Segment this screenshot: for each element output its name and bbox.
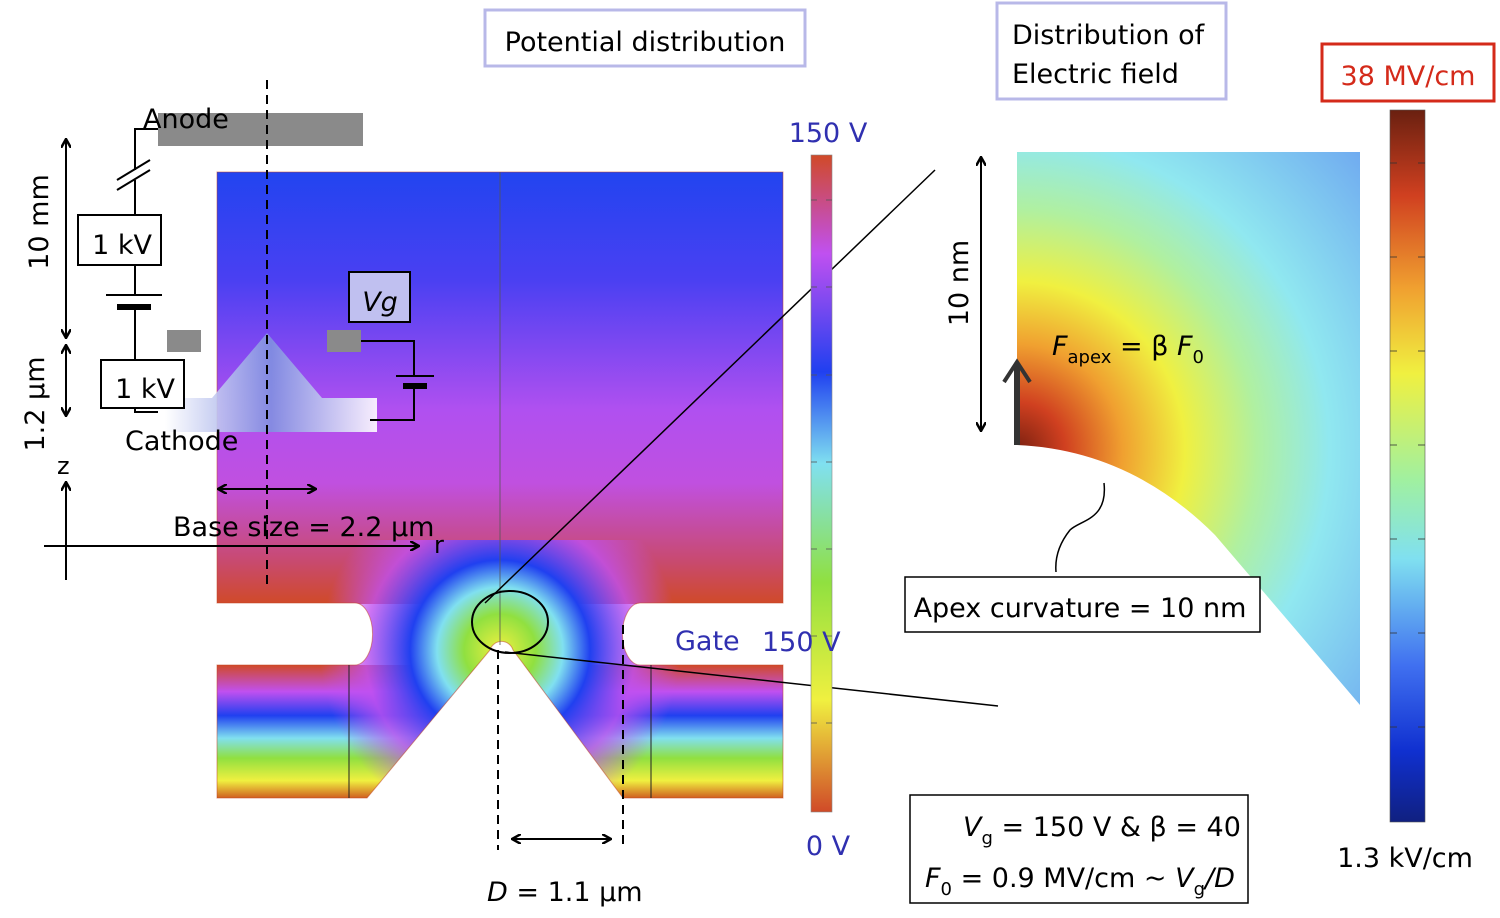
gate-voltage: 150 V <box>762 627 841 658</box>
cathode-label: Cathode <box>125 426 238 457</box>
source-1kv-top-label: 1 kV <box>92 230 152 261</box>
fapex-F: F <box>1052 331 1068 362</box>
dim-1-2um: 1.2 µm <box>20 356 51 451</box>
fapex-sub: apex <box>1068 347 1112 368</box>
potential-title: Potential distribution <box>505 27 786 58</box>
eq2-Vsub: g <box>1194 879 1205 900</box>
eq1-sub: g <box>981 828 992 849</box>
anode-label: Anode <box>143 104 229 135</box>
anode-electrode <box>158 113 363 146</box>
field-colorbar: 38 MV/cm 1.3 kV/cm <box>1320 42 1496 874</box>
source-1kv-bottom <box>100 359 185 409</box>
field-title-line1: Distribution of <box>1012 20 1206 51</box>
potential-colorbar-min: 0 V <box>806 831 851 862</box>
eq2-V: V <box>1175 863 1196 894</box>
apex-curvature-box <box>904 576 1261 633</box>
gate-electrode-left <box>167 330 201 352</box>
potential-plot <box>216 169 999 799</box>
fapex-F0-sub: 0 <box>1193 347 1204 368</box>
fapex-equation: Fapex = β F0 <box>1052 331 1204 368</box>
d-var: D <box>487 877 508 908</box>
eq2-end: /D <box>1203 863 1235 894</box>
cathode-tip <box>165 333 377 432</box>
source-1kv-top <box>77 214 162 266</box>
field-colorbar-max: 38 MV/cm <box>1341 61 1476 92</box>
gate-electrode-right <box>327 330 361 352</box>
equation-vg-beta: Vg = 150 V & β = 40 <box>963 812 1241 849</box>
gate-source-box <box>348 271 411 323</box>
eq1-V: V <box>963 812 984 843</box>
dim-10mm: 10 mm <box>24 174 55 270</box>
base-size-label: Base size = 2.2 µm <box>173 512 434 543</box>
equation-box <box>909 794 1249 904</box>
field-plot: 10 nm Fapex = β F0 <box>944 152 1360 705</box>
equation-f0: F0 = 0.9 MV/cm ~ Vg/D <box>925 863 1235 900</box>
fapex-eq: = β <box>1111 331 1177 362</box>
dim-10nm: 10 nm <box>944 240 975 326</box>
field-title-box <box>995 1 1228 101</box>
axis-r-label: r <box>434 531 444 559</box>
field-title-line2: Electric field <box>1012 59 1179 90</box>
potential-title-box <box>483 8 807 68</box>
potential-colorbar-max: 150 V <box>789 118 868 149</box>
field-colorbar-min: 1.3 kV/cm <box>1337 843 1473 874</box>
eq2-F: F <box>925 863 941 894</box>
eq1-rest: = 150 V & β = 40 <box>993 812 1241 843</box>
gate-source-label: Vg <box>362 287 398 318</box>
eq2-sub: 0 <box>941 879 952 900</box>
gate-label: Gate <box>675 626 740 657</box>
apex-curvature-label: Apex curvature = 10 nm <box>914 593 1247 624</box>
potential-colorbar: 150 V 0 V <box>789 118 868 862</box>
source-1kv-bottom-label: 1 kV <box>115 374 175 405</box>
device-schematic: Anode Cathode 1 kV 1 kV Vg <box>20 80 444 585</box>
max-field-box <box>1320 42 1496 103</box>
fapex-F0: F <box>1177 331 1193 362</box>
svg-text:D = 1.1 µm: D = 1.1 µm <box>487 877 643 908</box>
d-value: = 1.1 µm <box>508 877 643 908</box>
eq2-mid: = 0.9 MV/cm ~ <box>952 863 1175 894</box>
axis-z-label: z <box>57 452 70 480</box>
d-dimension: D = 1.1 µm <box>487 625 643 908</box>
